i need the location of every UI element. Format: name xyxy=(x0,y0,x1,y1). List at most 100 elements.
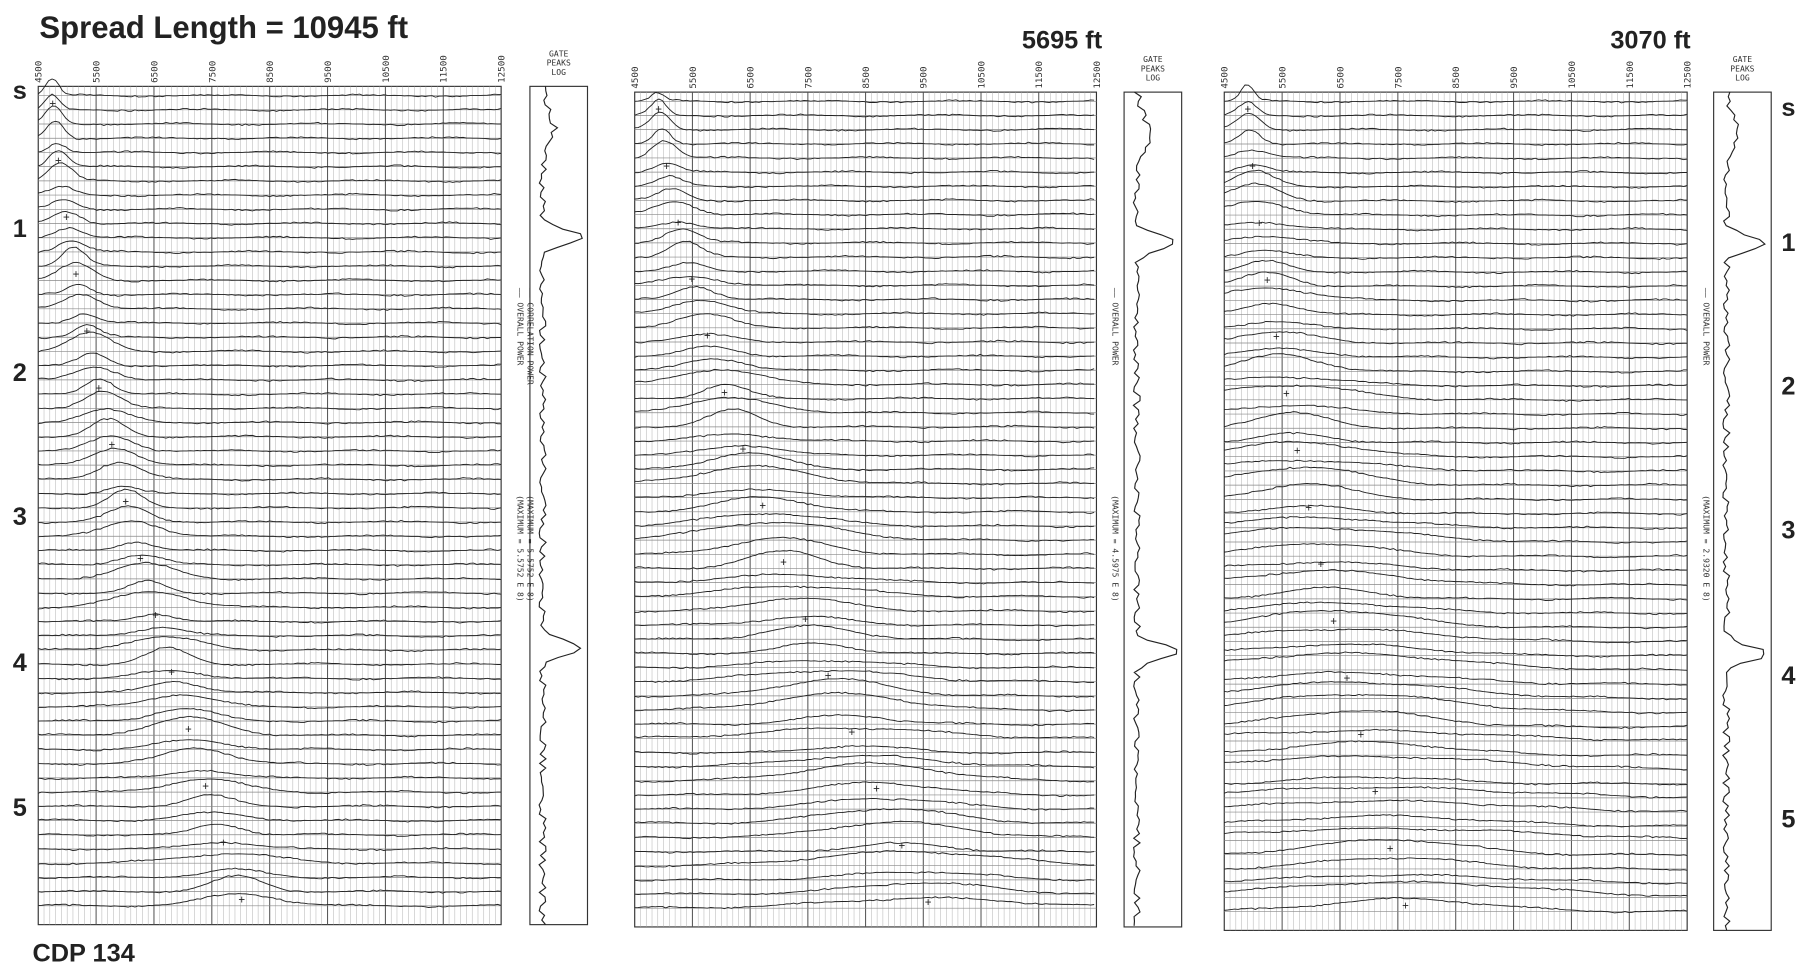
pick-marker: + xyxy=(780,557,787,569)
x-tick-label: 8500 xyxy=(1451,66,1462,88)
x-tick-label: 4500 xyxy=(630,66,641,88)
trace xyxy=(38,227,502,240)
trace xyxy=(38,283,502,297)
trace xyxy=(634,299,1095,316)
pick-marker: + xyxy=(740,444,747,456)
trace xyxy=(37,105,502,127)
trace xyxy=(634,396,1095,415)
x-tick-label: 7500 xyxy=(1393,66,1404,88)
trace xyxy=(38,324,502,340)
trace xyxy=(634,781,1095,797)
trace xyxy=(38,893,502,908)
pick-marker: + xyxy=(1402,900,1409,912)
trace xyxy=(634,624,1095,642)
trace xyxy=(38,811,502,823)
trace xyxy=(634,221,1095,231)
trace xyxy=(1224,347,1688,360)
trace xyxy=(634,368,1095,387)
trace xyxy=(38,366,502,382)
trace xyxy=(38,150,502,169)
time-label: 1 xyxy=(13,215,27,243)
trace xyxy=(634,228,1095,246)
trace xyxy=(38,670,502,681)
trace xyxy=(38,485,502,496)
x-tick-label: 12500 xyxy=(1092,61,1103,89)
trace xyxy=(37,120,502,141)
pick-marker: + xyxy=(202,781,209,793)
trace xyxy=(634,841,1095,854)
trace xyxy=(1224,201,1688,218)
panel-heading: 5695 ft xyxy=(1022,26,1103,54)
time-label: 5 xyxy=(1781,806,1795,834)
x-tick-label: 11500 xyxy=(439,55,450,83)
x-tick-label: 9500 xyxy=(1509,66,1520,88)
trace xyxy=(38,561,502,581)
trace xyxy=(634,871,1095,882)
legend-entry: —— OVERALL POWER xyxy=(1701,288,1710,366)
trace xyxy=(38,331,502,354)
x-tick-label: 11500 xyxy=(1034,61,1045,89)
time-label: 4 xyxy=(1781,662,1795,690)
trace xyxy=(634,745,1095,755)
trace xyxy=(634,496,1095,514)
pick-marker: + xyxy=(655,104,662,116)
pick-marker: + xyxy=(704,331,711,343)
trace xyxy=(38,185,502,198)
trace xyxy=(1224,681,1688,701)
trace xyxy=(1224,287,1688,303)
log-title: GATE xyxy=(1733,55,1753,64)
time-label: 3 xyxy=(13,503,27,531)
trace xyxy=(1224,839,1688,857)
time-label: s xyxy=(13,77,27,105)
pick-marker: + xyxy=(55,155,62,167)
trace xyxy=(38,313,502,326)
trace xyxy=(1224,466,1688,488)
trace xyxy=(38,636,502,652)
trace xyxy=(38,143,502,155)
trace xyxy=(1224,259,1688,275)
pick-marker: + xyxy=(899,840,906,852)
trace xyxy=(634,642,1095,656)
trace xyxy=(1224,112,1688,132)
time-label: 3 xyxy=(1781,517,1795,545)
trace xyxy=(634,332,1095,345)
pick-marker: + xyxy=(1318,559,1325,571)
pick-marker: + xyxy=(925,897,932,909)
trace xyxy=(38,488,502,510)
trace xyxy=(1224,896,1688,914)
x-tick-label: 9500 xyxy=(323,61,334,83)
trace xyxy=(1224,504,1688,516)
trace xyxy=(38,541,502,553)
trace xyxy=(1224,331,1688,346)
trace xyxy=(38,794,502,809)
pick-marker: + xyxy=(1283,389,1290,401)
trace xyxy=(1224,235,1688,246)
trace xyxy=(634,761,1095,783)
trace xyxy=(634,896,1095,910)
trace xyxy=(634,521,1095,542)
maximum-note: (MAXIMUM = 4.5975 E 8) xyxy=(1111,495,1120,602)
trace xyxy=(38,853,502,866)
pick-marker: + xyxy=(73,269,80,281)
legend-entry: —— CORRELATION POWER xyxy=(526,288,535,385)
trace xyxy=(38,407,502,425)
x-tick-label: 11500 xyxy=(1625,61,1636,89)
log-title: LOG xyxy=(1146,74,1161,83)
trace xyxy=(1224,710,1688,729)
trace xyxy=(634,754,1095,769)
pick-marker: + xyxy=(109,440,116,452)
log-box xyxy=(1713,91,1772,931)
trace xyxy=(634,140,1095,160)
log-box xyxy=(529,85,589,926)
pick-marker: + xyxy=(49,98,56,110)
trace xyxy=(37,93,502,112)
trace xyxy=(634,677,1095,698)
trace xyxy=(1224,101,1688,118)
x-tick-label: 4500 xyxy=(34,61,45,83)
pick-marker: + xyxy=(122,496,129,508)
trace xyxy=(634,536,1095,557)
trace xyxy=(1224,249,1688,260)
trace xyxy=(1224,353,1688,374)
trace xyxy=(1224,404,1688,417)
trace xyxy=(38,554,502,567)
